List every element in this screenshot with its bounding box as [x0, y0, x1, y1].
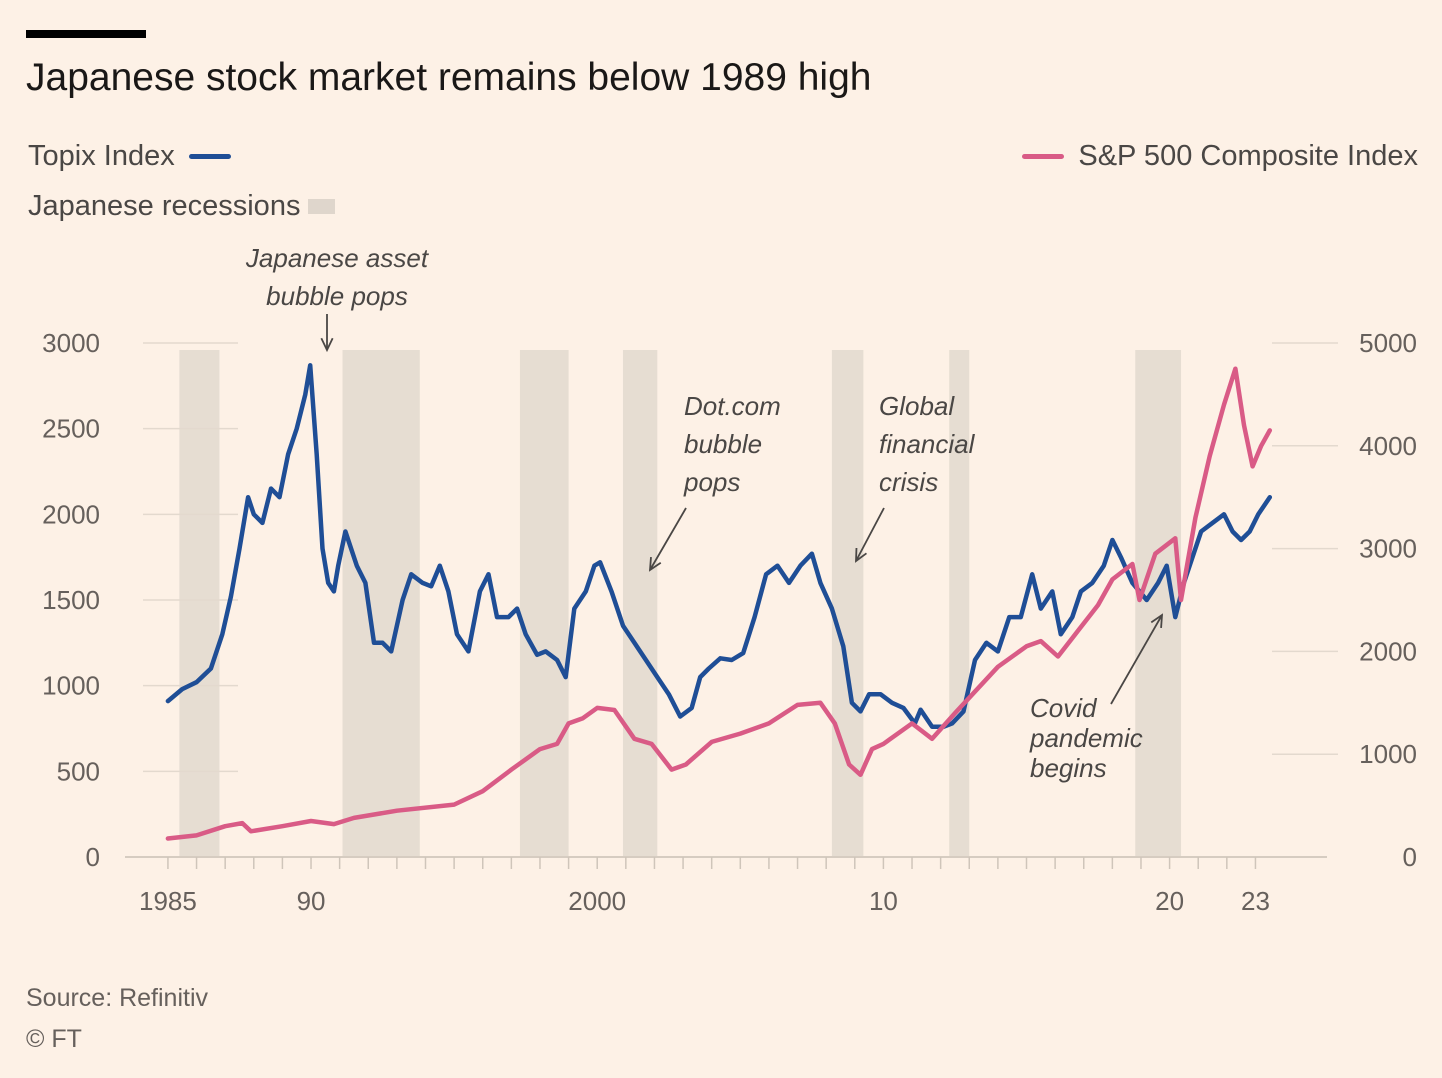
arrow-covid: [1110, 613, 1164, 705]
x-tick-label: 10: [869, 886, 898, 916]
annotation-covid: begins: [1030, 753, 1107, 783]
arrow-bubble: [320, 314, 334, 353]
axes: 0 500 1000 1500 2000 2500 3000 0 1000 2000 3000 400…: [42, 328, 1417, 916]
arrow-gfc: [855, 507, 885, 563]
sp500-line: [165, 366, 1273, 841]
x-tick-label: 23: [1241, 886, 1270, 916]
legend-recessions-swatch: [308, 199, 336, 214]
annotation-gfc: Global: [879, 391, 955, 421]
y-right-tick-label: 4000: [1359, 431, 1417, 461]
legend-sp500-label: S&P 500 Composite Index: [1078, 140, 1418, 172]
topix-line: [165, 363, 1273, 730]
y-left-tick-label: 3000: [42, 328, 100, 358]
legend-topix-label: Topix Index: [28, 140, 175, 172]
x-tick-label: 20: [1155, 886, 1184, 916]
x-tick-label: 90: [297, 886, 326, 916]
annotation-bubble: Japanese asset: [245, 243, 430, 273]
y-left-tick-label: 1000: [42, 671, 100, 701]
legend-topix: Topix Index: [28, 140, 231, 173]
y-left-tick-label: 2500: [42, 414, 100, 444]
source-note: Source: Refinitiv: [26, 984, 209, 1012]
annotation-covid: Covid: [1030, 693, 1098, 723]
annotation-bubble: bubble pops: [266, 281, 408, 311]
legend-sp500: S&P 500 Composite Index: [1022, 140, 1418, 173]
chart-title: Japanese stock market remains below 1989…: [26, 56, 872, 99]
y-right-tick-label: 5000: [1359, 328, 1417, 358]
x-tick-label: 1985: [139, 886, 197, 916]
recession-band: [179, 350, 220, 857]
recession-band: [622, 350, 658, 857]
annotation-gfc: financial: [879, 429, 976, 459]
copyright-note: © FT: [26, 1025, 82, 1053]
recession-band: [342, 350, 420, 857]
y-left-tick-label: 500: [57, 756, 100, 786]
series-lines: [165, 363, 1273, 841]
legend-recessions-label: Japanese recessions: [28, 190, 301, 222]
y-right-tick-label: 3000: [1359, 534, 1417, 564]
legend-recessions: Japanese recessions: [28, 190, 336, 223]
annotation-covid: pandemic: [1029, 723, 1143, 753]
legend-sp500-swatch: [1022, 154, 1065, 159]
recession-band: [519, 350, 569, 857]
y-right-tick-label: 2000: [1359, 636, 1417, 666]
recession-band: [831, 350, 864, 857]
x-tick-label: 2000: [568, 886, 626, 916]
annotation-gfc: crisis: [879, 467, 938, 497]
annotation-dotcom: Dot.com: [684, 391, 781, 421]
y-left-tick-label: 1500: [42, 585, 100, 615]
y-left-tick-label: 2000: [42, 499, 100, 529]
annotation-dotcom: pops: [683, 467, 740, 497]
legend-topix-swatch: [188, 154, 231, 159]
header-bar: [26, 30, 146, 38]
recession-bands: [179, 350, 1182, 857]
gridlines: [143, 342, 1338, 773]
y-right-tick-label: 1000: [1359, 739, 1417, 769]
arrow-dotcom: [648, 507, 687, 572]
y-left-tick-label: 0: [86, 842, 100, 872]
y-right-tick-label: 0: [1403, 842, 1417, 872]
annotation-dotcom: bubble: [684, 429, 762, 459]
recession-band: [949, 350, 970, 857]
annotations: Japanese asset bubble pops Dot.com bubble po…: [245, 243, 1164, 783]
